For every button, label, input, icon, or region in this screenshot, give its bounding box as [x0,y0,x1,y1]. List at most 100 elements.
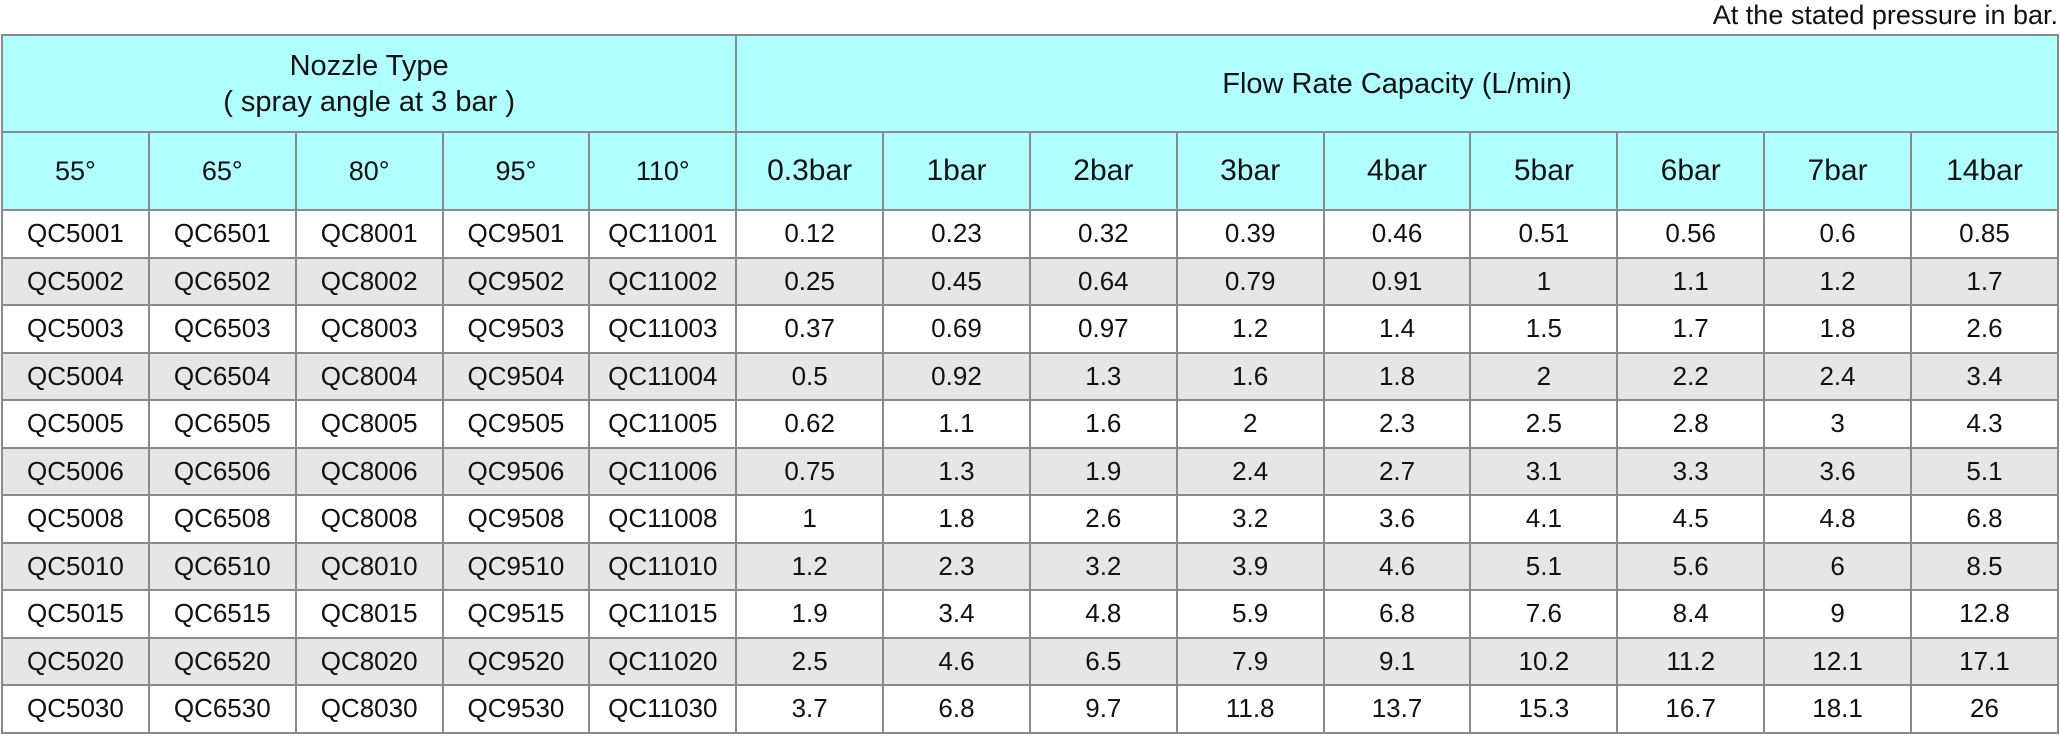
flow-rate: 1.1 [882,399,1031,449]
flow-rate: 2.3 [882,541,1031,591]
flow-rate: 1.5 [1469,304,1619,354]
flow-rate: 2.2 [1616,351,1766,401]
flow-rate: 2.3 [1322,399,1472,449]
nozzle-code: QC11020 [588,636,738,686]
flow-rate: 0.25 [735,256,885,306]
nozzle-code: QC5005 [1,399,150,449]
nozzle-code: QC8020 [294,636,444,686]
flow-rate: 2.5 [735,636,885,686]
flow-table: Nozzle Type ( spray angle at 3 bar ) Flo… [0,34,2060,734]
flow-rate: 1.8 [882,494,1031,544]
flow-rate: 11.2 [1616,636,1766,686]
nozzle-code: QC11003 [588,304,738,354]
column-header: 7bar [1763,131,1912,211]
group-header: Flow Rate Capacity (L/min) [735,34,2059,133]
flow-rate: 4.6 [1322,541,1472,591]
flow-rate: 0.62 [735,399,885,449]
flow-rate: 0.56 [1616,209,1766,259]
flow-rate: 9 [1763,589,1912,639]
nozzle-code: QC11008 [588,494,738,544]
nozzle-code: QC11001 [588,209,738,259]
flow-rate: 4.8 [1763,494,1912,544]
table-row: QC5001 QC6501 QC8001 QC9501 QC11001 0.12 0.23 0… [1,209,2060,259]
flow-rate: 1.9 [1028,446,1178,496]
nozzle-code: QC5030 [1,684,150,734]
flow-rate: 8.5 [1909,541,2060,591]
nozzle-code: QC6530 [147,684,297,734]
flow-rate: 5.1 [1909,446,2060,496]
column-row: 55° 65° 80° 95° 110° 0.3bar 1bar 2bar 3bar 4bar 5b… [1,131,2060,211]
nozzle-code: QC11010 [588,541,738,591]
flow-rate: 0.32 [1028,209,1178,259]
flow-rate: 12.1 [1763,636,1912,686]
flow-rate: 2 [1175,399,1325,449]
flow-rate: 2.5 [1469,399,1619,449]
flow-rate: 9.7 [1028,684,1178,734]
nozzle-code: QC8015 [294,589,444,639]
nozzle-code: QC6510 [147,541,297,591]
nozzle-code: QC8006 [294,446,444,496]
nozzle-code: QC9508 [441,494,591,544]
flow-rate: 0.23 [882,209,1031,259]
table-row: QC5030 QC6530 QC8030 QC9530 QC11030 3.7 6.8 9.7… [1,684,2060,734]
nozzle-code: QC8008 [294,494,444,544]
nozzle-code: QC11005 [588,399,738,449]
flow-rate: 1.9 [735,589,885,639]
flow-rate: 6.8 [1322,589,1472,639]
nozzle-code: QC5008 [1,494,150,544]
flow-rate: 4.8 [1028,589,1178,639]
nozzle-code: QC9502 [441,256,591,306]
flow-rate: 3.7 [735,684,885,734]
nozzle-code: QC9505 [441,399,591,449]
nozzle-code: QC8010 [294,541,444,591]
nozzle-code: QC8030 [294,684,444,734]
flow-rate: 4.5 [1616,494,1766,544]
flow-rate: 10.2 [1469,636,1619,686]
nozzle-code: QC6503 [147,304,297,354]
flow-rate: 0.92 [882,351,1031,401]
nozzle-code: QC9510 [441,541,591,591]
nozzle-code: QC6520 [147,636,297,686]
flow-rate: 26 [1909,684,2060,734]
flow-rate: 0.12 [735,209,885,259]
flow-rate: 1.8 [1322,351,1472,401]
nozzle-code: QC6515 [147,589,297,639]
flow-rate: 0.5 [735,351,885,401]
group-title: Nozzle Type [289,49,449,82]
group-row: Nozzle Type ( spray angle at 3 bar ) Flo… [0,34,2059,133]
flow-rate: 1.7 [1616,304,1766,354]
flow-rate: 4.6 [882,636,1031,686]
column-header: 4bar [1322,131,1472,211]
nozzle-code: QC5003 [1,304,150,354]
table-body: QC5001 QC6501 QC8001 QC9501 QC11001 0.12 0.23 0… [1,209,2060,734]
flow-rate: 1 [1469,256,1619,306]
flow-rate: 2.6 [1909,304,2060,354]
flow-rate: 5.1 [1469,541,1619,591]
flow-rate: 0.6 [1763,209,1912,259]
table-row: QC5002 QC6502 QC8002 QC9502 QC11002 0.25 0.45 0… [1,256,2060,306]
flow-rate: 2.7 [1322,446,1472,496]
column-header: 65° [147,131,297,211]
flow-rate: 4.1 [1469,494,1619,544]
flow-rate: 2.4 [1763,351,1912,401]
table-row: QC5006 QC6506 QC8006 QC9506 QC11006 0.75 1.3 1.… [1,446,2060,496]
nozzle-code: QC6502 [147,256,297,306]
nozzle-code: QC9530 [441,684,591,734]
table-head: Nozzle Type ( spray angle at 3 bar ) Flo… [0,34,2060,211]
nozzle-code: QC9520 [441,636,591,686]
flow-rate: 4.3 [1909,399,2060,449]
flow-rate: 1.8 [1763,304,1912,354]
flow-rate: 3.2 [1175,494,1325,544]
flow-rate: 3.6 [1322,494,1472,544]
column-header: 55° [1,131,150,211]
column-header: 1bar [882,131,1031,211]
flow-rate: 1.2 [735,541,885,591]
flow-rate: 13.7 [1322,684,1472,734]
flow-rate: 0.64 [1028,256,1178,306]
flow-rate: 0.75 [735,446,885,496]
flow-rate: 2 [1469,351,1619,401]
nozzle-code: QC9506 [441,446,591,496]
flow-rate: 1.6 [1028,399,1178,449]
flow-rate: 3.9 [1175,541,1325,591]
